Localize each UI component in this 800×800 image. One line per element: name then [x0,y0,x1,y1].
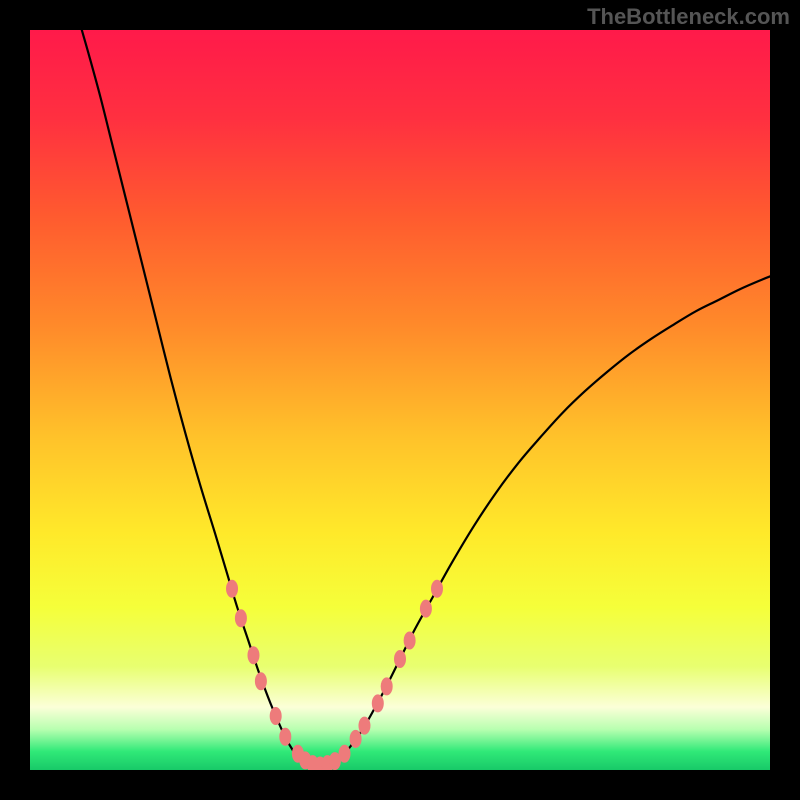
plot-area [30,30,770,770]
marker-point [350,730,362,748]
marker-point [226,580,238,598]
marker-point [394,650,406,668]
marker-point [339,745,351,763]
marker-point [358,717,370,735]
chart-container: TheBottleneck.com [0,0,800,800]
marker-point [235,609,247,627]
watermark-text: TheBottleneck.com [587,4,790,30]
marker-point [270,707,282,725]
marker-point [255,672,267,690]
marker-point [247,646,259,664]
marker-point [420,600,432,618]
marker-point [431,580,443,598]
plot-svg [30,30,770,770]
marker-point [279,728,291,746]
marker-point [381,677,393,695]
marker-point [404,632,416,650]
marker-point [372,694,384,712]
